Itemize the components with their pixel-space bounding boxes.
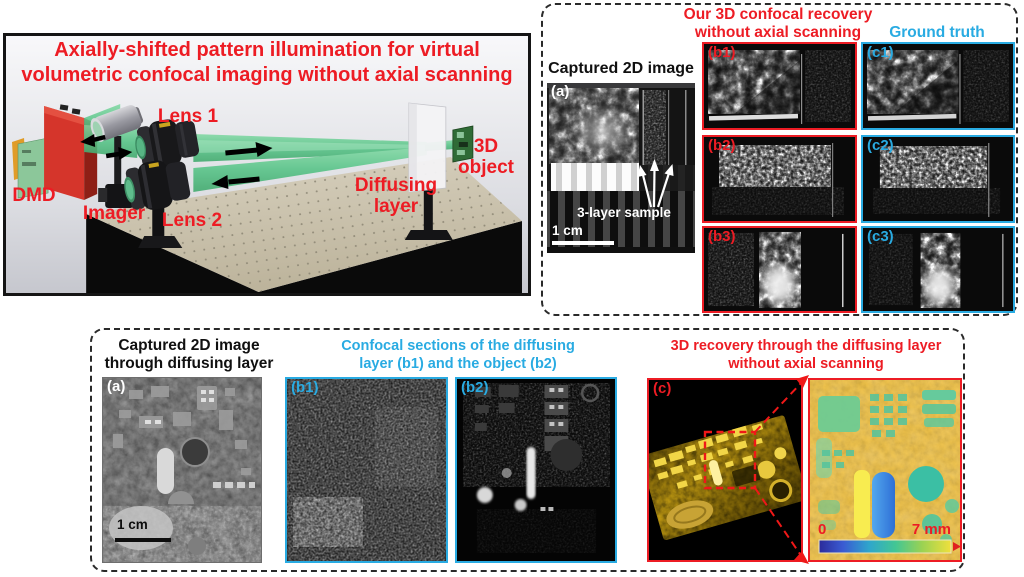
scalebar-label: 1 cm [552,223,583,238]
recovery-3d-photo [649,380,801,560]
label-diffusing-layer: Diffusing layer [354,175,438,217]
height-map-image [810,380,960,560]
confocal-section-b2: (b2) [455,377,617,563]
panel-letter-c2: (c2) [867,137,894,154]
confocal-b2-photo [457,379,615,561]
panel-letter-b2: (b2) [708,137,736,154]
lens2-objective [124,160,191,248]
sample-annotation: 3-layer sample [577,205,671,220]
colorbar-arrow-icon [953,542,960,551]
captured-2d-photo [547,83,695,253]
diffusing-layer-plate [404,102,453,240]
ground-truth-c1-photo [863,44,1013,128]
panel-letter-b1: (b1) [708,44,736,61]
recovery-3d-render: (c) [647,378,803,562]
ground-truth-c2-photo [863,137,1013,221]
recovery-b2-photo [704,137,855,221]
object-pcb [452,125,474,163]
scalebar-label: 1 cm [117,517,148,532]
figure-title-line2: volumetric confocal imaging without axia… [21,64,513,86]
ground-truth-image-c1: (c1) [861,42,1015,130]
label-imager: Imager [82,203,146,224]
panel-letter-c: (c) [653,380,672,397]
panel-letter-b2: (b2) [461,379,489,396]
3d-recovery-header: 3D recovery through the diffusing layer … [670,338,942,372]
panel-letter-b1: (b1) [291,379,319,396]
ground-truth-header: Ground truth [889,24,985,41]
diffuser-results-panel: Captured 2D image through diffusing laye… [90,328,965,572]
ground-truth-image-c2: (c2) [861,135,1015,223]
lens1-objective [135,119,200,167]
label-lens2: Lens 2 [161,210,223,231]
colorbar-min-label: 0 [818,521,827,538]
layer-pointer-arrows [637,159,674,208]
captured-header: Captured 2D image [548,60,694,77]
diffused-capture-image: (a) 1 cm [102,377,262,563]
diffused-capture-photo [103,378,261,562]
ground-truth-image-c3: (c3) [861,226,1015,313]
beam-direction-arrows [80,134,273,189]
panel-letter-c1: (c1) [867,44,894,61]
label-lens1: Lens 1 [157,106,219,127]
panel-letter-c3: (c3) [867,228,894,245]
figure-title-line1: Axially-shifted pattern illumination for… [54,39,480,61]
recovery-header: Our 3D confocal recovery without axial s… [683,6,873,41]
panel-letter-b3: (b3) [708,228,736,245]
figure-title: Axially-shifted pattern illumination for… [6,38,528,88]
confocal-b1-photo [287,379,446,561]
label-dmd: DMD [12,185,56,206]
ground-truth-c3-photo [863,228,1013,311]
panel-letter-a: (a) [551,83,570,100]
captured-2d-image: (a) 3-layer sample 1 cm [547,83,695,253]
three-layer-results-panel: Our 3D confocal recovery without axial s… [541,3,1018,316]
recovery-image-b3: (b3) [702,226,857,313]
label-3d-object: 3D object [458,136,514,178]
height-map: 0 7 mm [808,378,962,562]
confocal-section-b1: (b1) [285,377,448,563]
colorbar [818,539,952,554]
optical-setup-3d-render [6,36,528,293]
scale-bar [552,241,614,245]
recovery-image-b1: (b1) [702,42,857,130]
imager-camera [90,105,144,208]
diffused-capture-header: Captured 2D image through diffusing laye… [104,337,274,372]
recovery-b1-photo [704,44,855,128]
scale-bar [115,538,171,542]
confocal-sections-header: Confocal sections of the diffusing layer… [341,338,575,372]
setup-panel: Axially-shifted pattern illumination for… [3,33,531,296]
recovery-b3-photo [704,228,855,311]
colorbar-max-label: 7 mm [911,521,951,538]
recovery-image-b2: (b2) [702,135,857,223]
panel-letter-a: (a) [107,378,126,395]
